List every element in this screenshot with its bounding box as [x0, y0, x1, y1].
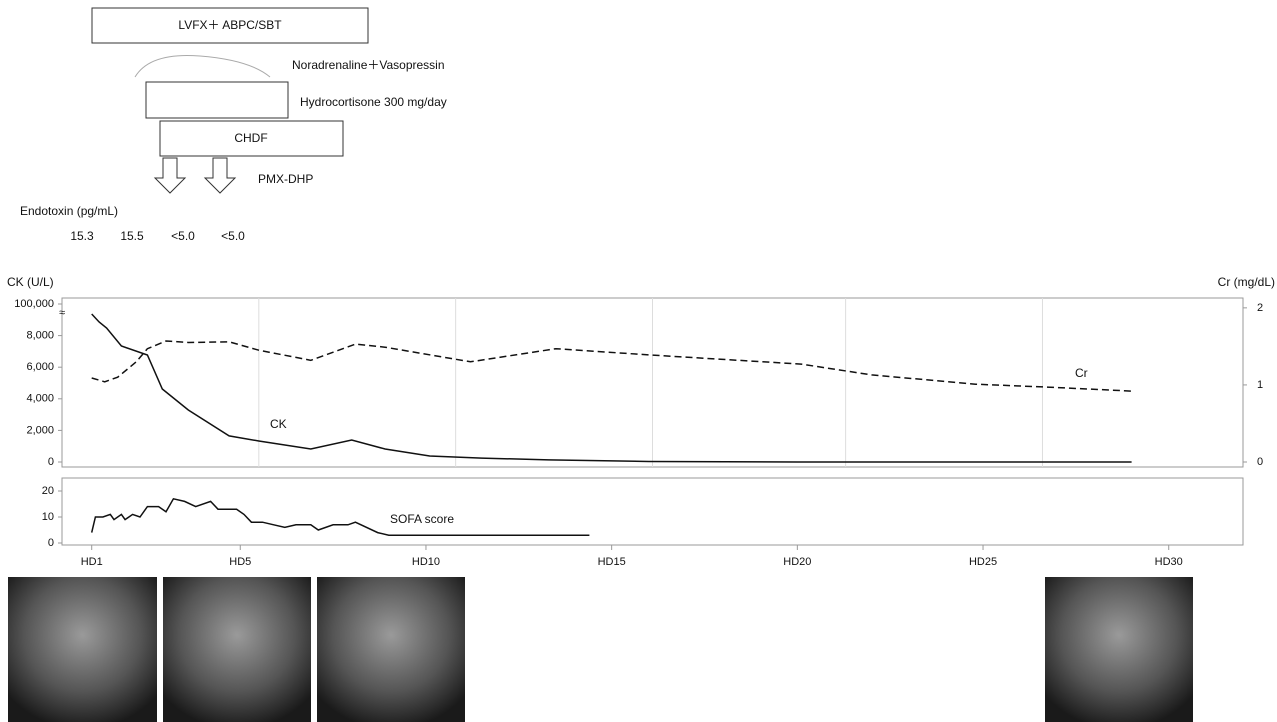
- x-tick-label: HD15: [598, 556, 626, 568]
- endotoxin-value: <5.0: [221, 229, 245, 243]
- xray-image: [1045, 577, 1193, 722]
- y-tick-label: 100,000: [14, 298, 54, 310]
- series-label: CK: [270, 417, 287, 431]
- y-tick-label: 6,000: [26, 361, 54, 373]
- y-axis-title: CK (U/L): [7, 275, 54, 289]
- y-tick-label: 4,000: [26, 393, 54, 405]
- endotoxin-value: <5.0: [171, 229, 195, 243]
- treatment-label: CHDF: [234, 131, 267, 145]
- endotoxin-label: Endotoxin (pg/mL): [20, 204, 118, 218]
- y-tick-label: 2,000: [26, 424, 54, 436]
- arrow: [205, 158, 235, 193]
- xray-image: [163, 577, 311, 722]
- series-label: Cr: [1075, 366, 1088, 380]
- axis-break: ≈: [59, 307, 65, 319]
- treatment-label: PMX-DHP: [258, 172, 313, 186]
- arrow: [155, 158, 185, 193]
- y-tick-label: 0: [48, 537, 54, 549]
- x-tick-label: HD1: [81, 556, 103, 568]
- xray-image: [8, 577, 157, 722]
- x-tick-label: HD20: [783, 556, 811, 568]
- x-tick-label: HD5: [229, 556, 251, 568]
- series-label: SOFA score: [390, 512, 454, 526]
- y2-axis-title: Cr (mg/dL): [1218, 275, 1275, 289]
- y2-tick-label: 0: [1257, 456, 1263, 468]
- clinical-course: LVFX＋ ABPC/SBT Noradrenaline＋Vasopressin…: [0, 0, 1277, 722]
- y-tick-label: 0: [48, 456, 54, 468]
- endotoxin-value: 15.3: [70, 229, 94, 243]
- y2-tick-label: 2: [1257, 302, 1263, 314]
- vasopressor-shape: [135, 55, 270, 77]
- x-tick-label: HD25: [969, 556, 997, 568]
- data-line: [92, 499, 590, 535]
- treatment-label: Noradrenaline＋Vasopressin: [292, 58, 445, 72]
- treatment-box: [146, 82, 288, 118]
- data-line: [92, 314, 1132, 462]
- endotoxin-value: 15.5: [120, 229, 144, 243]
- x-tick-label: HD30: [1155, 556, 1183, 568]
- xray-image: [317, 577, 465, 722]
- y-tick-label: 10: [42, 511, 54, 523]
- y-tick-label: 20: [42, 485, 54, 497]
- x-tick-label: HD10: [412, 556, 440, 568]
- y2-tick-label: 1: [1257, 379, 1263, 391]
- treatment-label: LVFX＋ ABPC/SBT: [178, 18, 282, 32]
- y-tick-label: 8,000: [26, 330, 54, 342]
- data-line: [92, 341, 1132, 391]
- treatment-label: Hydrocortisone 300 mg/day: [300, 95, 447, 109]
